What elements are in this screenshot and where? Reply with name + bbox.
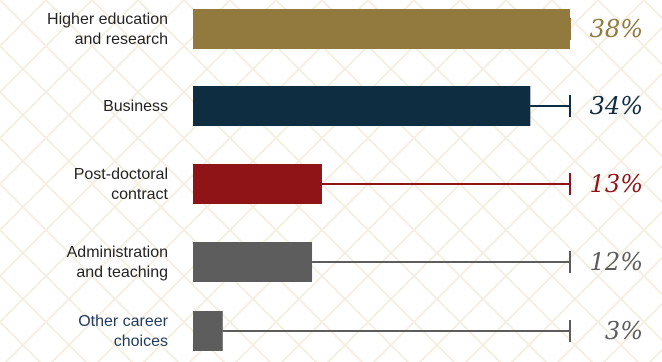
category-label-line: contract xyxy=(111,186,168,203)
bar xyxy=(193,242,313,282)
category-label-line: Administration xyxy=(67,244,168,261)
category-label-line: Higher education xyxy=(47,11,168,28)
category-label-line: choices xyxy=(114,333,168,350)
category-label: Post-doctoral contract xyxy=(74,166,169,203)
bar xyxy=(193,164,322,204)
bar xyxy=(193,9,570,49)
value-label: 34% xyxy=(590,92,643,120)
category-label: Business xyxy=(103,98,168,115)
category-label-line: Business xyxy=(103,98,168,115)
value-label: 3% xyxy=(605,317,643,345)
value-label: 13% xyxy=(590,170,643,198)
bar xyxy=(193,311,223,351)
value-label: 12% xyxy=(590,248,643,276)
category-label-line: and research xyxy=(75,31,168,48)
category-label: Administration and teaching xyxy=(67,244,168,281)
category-label: Other career choices xyxy=(78,313,168,350)
value-label: 38% xyxy=(590,15,643,43)
category-label-line: and teaching xyxy=(76,264,168,281)
category-label: Higher education and research xyxy=(47,11,168,48)
bar xyxy=(193,86,531,126)
category-label-line: Other career xyxy=(78,313,168,330)
category-label-line: Post-doctoral xyxy=(74,166,168,183)
